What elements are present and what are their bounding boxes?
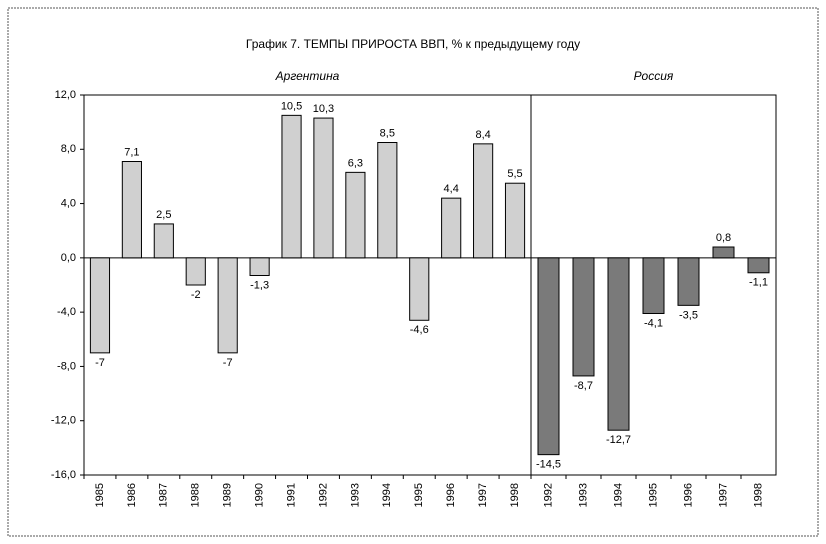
data-label: 4,4	[444, 183, 459, 195]
x-tick-label: 1995	[647, 483, 659, 507]
y-tick-label: -16,0	[51, 469, 76, 481]
y-tick-label: 12,0	[55, 89, 76, 101]
data-label: -14,5	[536, 459, 561, 471]
data-label: -7	[95, 357, 105, 369]
x-tick-label: 1996	[445, 483, 457, 507]
y-tick-label: -8,0	[57, 360, 76, 372]
bar	[409, 257, 430, 321]
data-label: 8,4	[475, 129, 490, 141]
bar	[677, 257, 700, 306]
data-label: 5,5	[507, 168, 522, 180]
x-tick-label: 1989	[222, 483, 234, 507]
bar	[747, 257, 770, 274]
y-tick-label: 4,0	[61, 197, 76, 209]
data-label: 10,5	[281, 100, 302, 112]
bar	[377, 142, 398, 259]
bar	[89, 257, 111, 354]
y-tick-label: 0,0	[61, 252, 76, 264]
x-tick-label: 1998	[509, 483, 521, 507]
x-tick-label: 1993	[349, 483, 361, 507]
x-tick-label: 1997	[717, 483, 729, 507]
bar	[345, 171, 366, 259]
data-label: 10,3	[313, 103, 334, 115]
panel-title: Россия	[634, 69, 674, 83]
x-tick-label: 1995	[413, 483, 425, 507]
data-label: -1,3	[250, 279, 269, 291]
data-label: -4,6	[410, 324, 429, 336]
x-tick-label: 1985	[94, 483, 106, 507]
x-tick-label: 1991	[285, 483, 297, 507]
bar	[313, 117, 334, 259]
data-label: 7,1	[124, 146, 139, 158]
x-tick-label: 1990	[254, 483, 266, 507]
x-tick-label: 1988	[190, 483, 202, 507]
bar	[537, 257, 560, 456]
data-label: 0,8	[716, 232, 731, 244]
chart-title: График 7. ТЕМПЫ ПРИРОСТА ВВП, % к предыд…	[246, 37, 580, 51]
bar	[712, 246, 735, 259]
data-label: -4,1	[644, 317, 663, 329]
x-tick-label: 1994	[612, 483, 624, 507]
x-tick-label: 1987	[158, 483, 170, 507]
bar	[607, 257, 630, 431]
panel-title: Аргентина	[275, 69, 340, 83]
data-label: 8,5	[380, 127, 395, 139]
bar	[249, 257, 270, 277]
y-tick-label: -12,0	[51, 415, 76, 427]
data-label: -2	[191, 289, 201, 301]
x-tick-label: 1993	[577, 483, 589, 507]
x-tick-label: 1992	[317, 483, 329, 507]
bar	[281, 114, 302, 259]
data-label: 2,5	[156, 209, 171, 221]
data-label: -8,7	[574, 380, 593, 392]
x-tick-label: 1996	[682, 483, 694, 507]
x-tick-label: 1992	[542, 483, 554, 507]
data-label: 6,3	[348, 157, 363, 169]
bar	[572, 257, 595, 377]
bar	[504, 182, 526, 259]
data-label: -1,1	[749, 277, 768, 289]
y-tick-label: -4,0	[57, 306, 76, 318]
x-tick-label: 1997	[477, 483, 489, 507]
data-label: -3,5	[679, 309, 698, 321]
plot-area	[83, 94, 777, 476]
y-tick-label: 8,0	[61, 143, 76, 155]
bar	[121, 161, 142, 259]
x-tick-label: 1994	[381, 483, 393, 507]
bar	[153, 223, 174, 259]
bar	[473, 143, 494, 259]
bar	[217, 257, 238, 354]
x-tick-label: 1998	[752, 483, 764, 507]
bar	[185, 257, 206, 286]
bar	[441, 197, 462, 259]
data-label: -12,7	[606, 434, 631, 446]
x-tick-label: 1986	[126, 483, 138, 507]
bar	[642, 257, 665, 315]
data-label: -7	[223, 357, 233, 369]
